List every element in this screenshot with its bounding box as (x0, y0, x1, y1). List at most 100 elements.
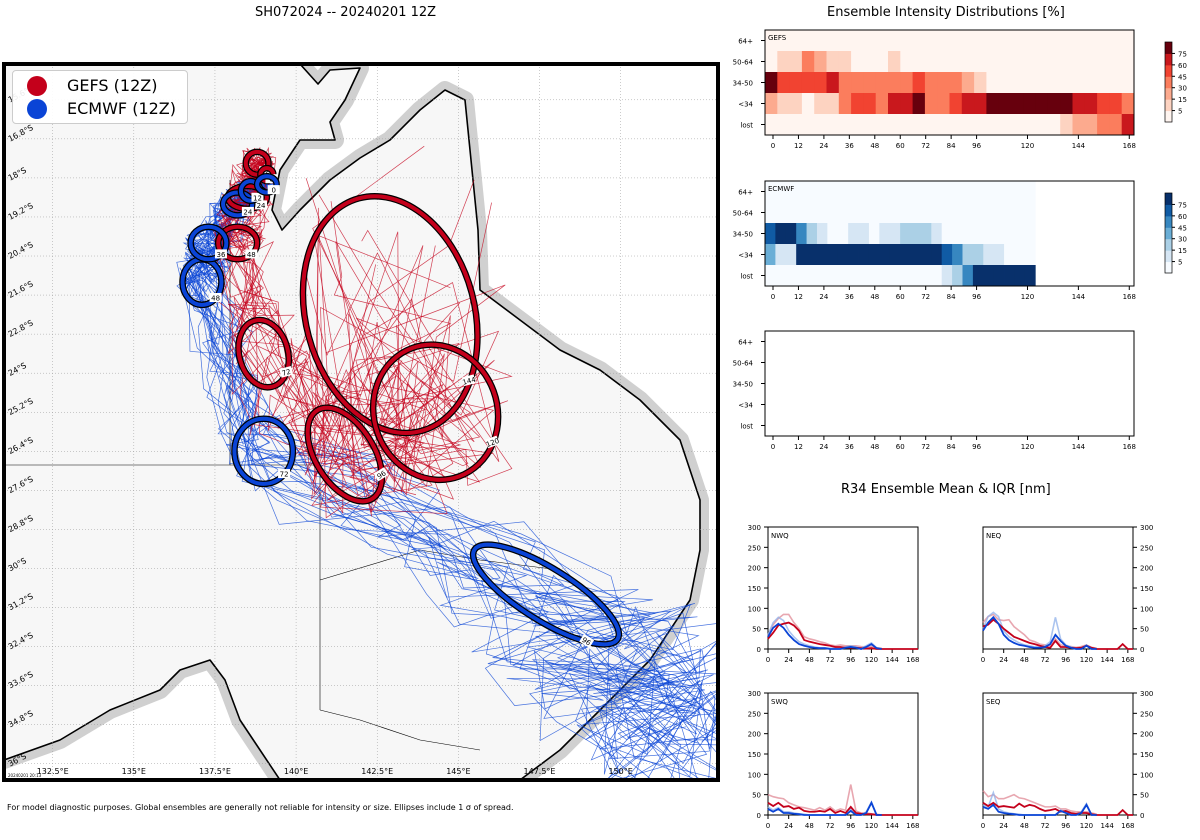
heat-cell (962, 265, 974, 287)
heat-cell (937, 93, 950, 115)
heat-cell (1014, 202, 1026, 224)
heat-cell (983, 202, 995, 224)
r34-x-tick: 48 (1020, 656, 1029, 664)
r34-y-tick: 150 (748, 585, 761, 593)
r34-y-tick: 0 (757, 812, 761, 820)
heat-cell (1121, 93, 1135, 115)
heat-cell (974, 93, 987, 115)
heat-cell (801, 72, 815, 94)
lon-label: 140°E (284, 767, 308, 776)
heat-cell (827, 244, 839, 266)
intensity-panel-empty: 64+ 50-64 34-50 <34 lost 0 12 24 36 48 60 72 84 96 120… (733, 330, 1136, 451)
intensity-row-label: 64+ (738, 339, 753, 347)
heat-cell (775, 223, 787, 245)
r34-ecmwf-mean-line (982, 615, 1097, 650)
heat-cell (920, 202, 932, 224)
heat-cell (826, 93, 840, 115)
heat-cell (900, 93, 913, 115)
r34-panel-swq: SWQ 0 50 100 150 200 250 300 0 24 48 72 96 120 144 168 (748, 690, 920, 830)
r34-ecmwf-mean-line (767, 800, 882, 816)
heat-cell (941, 181, 953, 203)
intensity-row-label: 50-64 (733, 210, 754, 218)
ecmwf-ellipse-96: 96 (469, 541, 623, 648)
heat-cell (1121, 114, 1135, 136)
r34-x-tick: 144 (1100, 656, 1114, 664)
heat-cell (1060, 51, 1073, 73)
heat-cell (1004, 265, 1015, 287)
intensity-x-tick: 36 (845, 443, 854, 451)
heat-cell (1023, 72, 1036, 94)
intensity-title: Ensemble Intensity Distributions [%] (827, 5, 1065, 20)
colorbar-tick: 15 (1178, 96, 1187, 104)
heat-cell (837, 265, 849, 287)
heat-cell (912, 30, 926, 52)
heat-cell (1060, 72, 1073, 94)
heat-cell (1047, 72, 1061, 94)
heat-cell (1121, 30, 1135, 52)
heat-cell (816, 244, 828, 266)
heat-cell (851, 114, 864, 136)
r34-y-tick: 150 (1140, 751, 1153, 759)
heat-cell (1014, 265, 1026, 287)
heat-cell (961, 93, 975, 115)
ecmwf-ellipse-24: 24 (219, 189, 256, 219)
intensity-x-tick: 36 (845, 293, 854, 301)
heat-cell (879, 265, 891, 287)
heat-cell (863, 51, 877, 73)
heat-cell (952, 223, 963, 245)
lon-label: 145°E (446, 767, 470, 776)
gefs-ellipse-label: 72 (281, 368, 292, 378)
heat-cell (801, 114, 815, 136)
ecmwf-legend-marker (27, 99, 47, 119)
r34-x-tick: 72 (826, 656, 835, 664)
heat-cell (806, 202, 818, 224)
heat-cell (848, 202, 859, 224)
r34-x-tick: 96 (1061, 822, 1070, 830)
gefs-ellipse-120: 120 (369, 341, 502, 484)
gefs-legend-marker (27, 76, 47, 96)
intensity-x-tick: 168 (1123, 142, 1136, 150)
heat-cell (801, 30, 815, 52)
heat-cell (1047, 114, 1061, 136)
heat-cell (1109, 114, 1123, 136)
intensity-x-tick: 96 (972, 443, 981, 451)
intensity-x-tick: 84 (947, 142, 956, 150)
intensity-x-tick: 96 (972, 142, 981, 150)
intensity-x-tick: 36 (845, 142, 854, 150)
heat-cell (806, 244, 818, 266)
intensity-x-tick: 48 (870, 142, 879, 150)
heat-cell (900, 223, 911, 245)
heat-cell (952, 181, 963, 203)
colorbar-tick: 15 (1178, 247, 1187, 255)
heat-cell (816, 223, 828, 245)
colorbar-tick: 30 (1178, 85, 1187, 93)
intensity-x-tick: 84 (947, 293, 956, 301)
heat-cell (875, 30, 889, 52)
intensity-x-tick: 144 (1072, 293, 1086, 301)
heat-cell (1035, 72, 1049, 94)
heat-cell (931, 181, 943, 203)
heat-cell (785, 265, 797, 287)
intensity-row-label: 64+ (738, 189, 753, 197)
intensity-x-tick: 144 (1072, 443, 1086, 451)
heat-cell (1035, 93, 1049, 115)
heat-cell (879, 181, 891, 203)
heat-cell (1024, 181, 1036, 203)
r34-x-tick: 72 (826, 822, 835, 830)
heat-cell (1011, 72, 1024, 94)
heat-cell (961, 51, 975, 73)
r34-y-tick: 150 (748, 751, 761, 759)
r34-x-tick: 96 (1061, 656, 1070, 664)
colorbar-tick: 45 (1178, 224, 1187, 232)
gefs-ellipse-96: 96 (304, 404, 389, 505)
map-timestamp: 20240201 20:13 (8, 773, 42, 778)
r34-panel-seq: SEQ 0 50 100 150 200 250 300 0 24 48 72 96 120 144 168 (981, 690, 1154, 830)
heat-cell (765, 30, 778, 52)
heat-cell (837, 181, 849, 203)
heat-cell (962, 223, 974, 245)
heat-cell (998, 72, 1012, 94)
heat-cell (775, 202, 787, 224)
heat-cell (920, 223, 932, 245)
intensity-x-tick: 0 (771, 142, 775, 150)
heat-cell (920, 244, 932, 266)
